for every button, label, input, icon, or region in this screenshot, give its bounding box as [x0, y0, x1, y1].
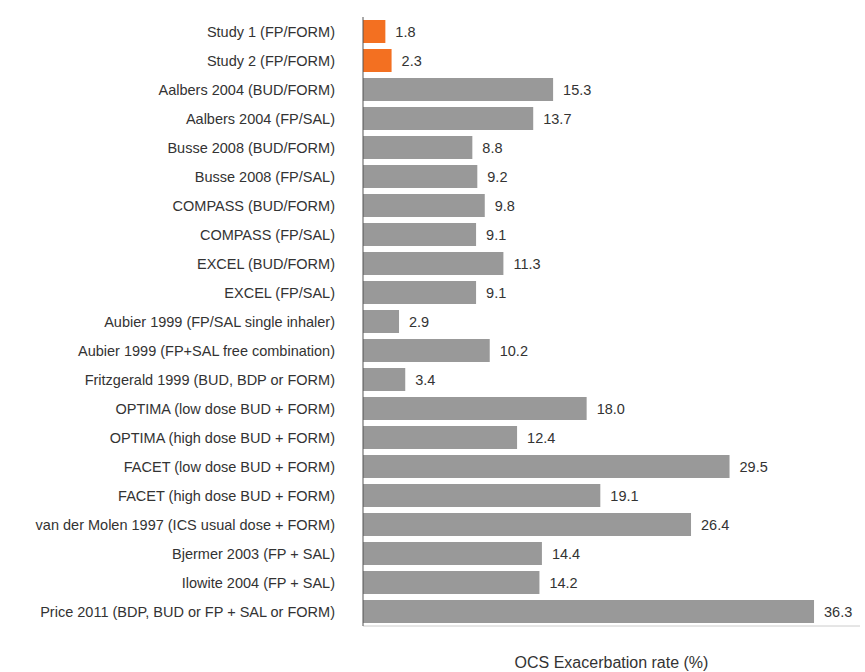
- svg-text:13.7: 13.7: [543, 111, 571, 127]
- svg-text:9.2: 9.2: [487, 169, 507, 185]
- svg-text:Aalbers 2004 (FP/SAL): Aalbers 2004 (FP/SAL): [186, 111, 335, 127]
- svg-text:COMPASS (FP/SAL): COMPASS (FP/SAL): [200, 227, 335, 243]
- svg-text:OPTIMA (low dose BUD + FORM): OPTIMA (low dose BUD + FORM): [115, 401, 335, 417]
- svg-text:12.4: 12.4: [527, 430, 555, 446]
- svg-text:29.5: 29.5: [740, 459, 768, 475]
- svg-text:9.1: 9.1: [486, 285, 506, 301]
- svg-text:van der Molen 1997 (ICS usual: van der Molen 1997 (ICS usual dose + FOR…: [36, 517, 335, 533]
- svg-text:EXCEL (FP/SAL): EXCEL (FP/SAL): [224, 285, 335, 301]
- svg-text:18.0: 18.0: [597, 401, 625, 417]
- svg-text:2.9: 2.9: [409, 314, 429, 330]
- svg-text:Study 2 (FP/FORM): Study 2 (FP/FORM): [207, 53, 335, 69]
- svg-text:OCS Exacerbation rate (%): OCS Exacerbation rate (%): [515, 654, 709, 671]
- svg-text:36.3: 36.3: [824, 604, 852, 620]
- svg-text:Ilowite 2004 (FP + SAL): Ilowite 2004 (FP + SAL): [182, 575, 335, 591]
- svg-text:1.8: 1.8: [395, 24, 415, 40]
- svg-text:10.2: 10.2: [500, 343, 528, 359]
- svg-text:COMPASS (BUD/FORM): COMPASS (BUD/FORM): [173, 198, 335, 214]
- svg-text:Bjermer 2003 (FP + SAL): Bjermer 2003 (FP + SAL): [172, 546, 335, 562]
- svg-text:8.8: 8.8: [482, 140, 502, 156]
- svg-text:26.4: 26.4: [701, 517, 729, 533]
- svg-text:14.4: 14.4: [552, 546, 580, 562]
- svg-text:19.1: 19.1: [610, 488, 638, 504]
- svg-text:9.8: 9.8: [495, 198, 515, 214]
- svg-text:2.3: 2.3: [402, 53, 422, 69]
- svg-text:Price 2011 (BDP, BUD or FP + S: Price 2011 (BDP, BUD or FP + SAL or FORM…: [40, 604, 335, 620]
- svg-text:Aalbers 2004 (BUD/FORM): Aalbers 2004 (BUD/FORM): [159, 82, 335, 98]
- svg-text:FACET (low dose BUD + FORM): FACET (low dose BUD + FORM): [124, 459, 335, 475]
- svg-text:EXCEL (BUD/FORM): EXCEL (BUD/FORM): [197, 256, 335, 272]
- svg-text:11.3: 11.3: [513, 256, 540, 272]
- svg-text:9.1: 9.1: [486, 227, 506, 243]
- svg-text:Busse 2008 (FP/SAL): Busse 2008 (FP/SAL): [195, 169, 335, 185]
- svg-text:3.4: 3.4: [415, 372, 435, 388]
- svg-text:14.2: 14.2: [549, 575, 577, 591]
- svg-text:Aubier 1999 (FP/SAL single inh: Aubier 1999 (FP/SAL single inhaler): [104, 314, 335, 330]
- svg-text:Fritzgerald 1999 (BUD, BDP or: Fritzgerald 1999 (BUD, BDP or FORM): [85, 372, 335, 388]
- svg-text:Aubier 1999 (FP+SAL free combi: Aubier 1999 (FP+SAL free combination): [78, 343, 335, 359]
- svg-text:Busse 2008 (BUD/FORM): Busse 2008 (BUD/FORM): [167, 140, 335, 156]
- svg-text:15.3: 15.3: [563, 82, 591, 98]
- svg-text:OPTIMA (high dose BUD + FORM): OPTIMA (high dose BUD + FORM): [110, 430, 335, 446]
- svg-text:FACET (high dose BUD + FORM): FACET (high dose BUD + FORM): [118, 488, 335, 504]
- svg-text:Study 1 (FP/FORM): Study 1 (FP/FORM): [207, 24, 335, 40]
